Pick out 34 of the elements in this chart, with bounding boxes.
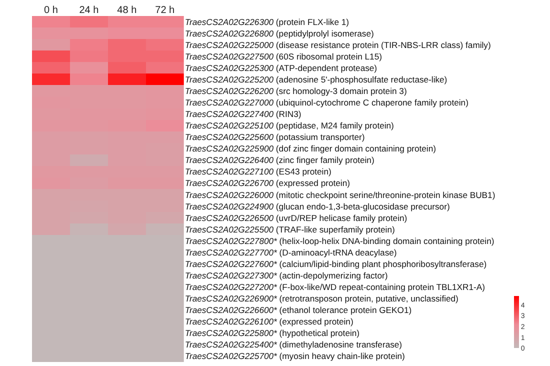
y-tick-label: TraesCS2A02G227200* (F-box-like/WD repeat-containing protein TBL1XR1-A) — [184, 282, 486, 292]
y-tick-label: TraesCS2A02G227400 (RIN3) — [184, 109, 302, 120]
y-tick-label: TraesCS2A02G226700 (expressed protein) — [184, 178, 350, 188]
x-tick-label: 24 h — [79, 5, 99, 16]
x-tick-label: 72 h — [155, 5, 175, 16]
y-tick-label: TraesCS2A02G225300 (ATP-dependent protease) — [184, 62, 378, 73]
y-tick-label: TraesCS2A02G225700* (myosin heavy chain-like protein) — [184, 351, 406, 362]
y-tick-label: TraesCS2A02G225500 (TRAF-like superfamily protein) — [184, 224, 395, 234]
y-tick-label: TraesCS2A02G227300* (actin-depolymerizing factor) — [184, 270, 388, 281]
y-tick-label: TraesCS2A02G226400 (zinc finger family protein) — [184, 155, 374, 166]
y-tick-label: TraesCS2A02G226600* (ethanol tolerance protein GEKO1) — [184, 305, 412, 316]
y-tick-label: TraesCS2A02G227800* (helix-loop-helix DNA-binding domain containing protein) — [184, 236, 494, 246]
y-tick-label: TraesCS2A02G225400* (dimethyladenosine transferase) — [184, 340, 402, 350]
x-tick-label: 48 h — [117, 5, 137, 16]
y-tick-label: TraesCS2A02G224900 (glucan endo-1,3-beta-glucosidase precursor) — [184, 201, 450, 212]
y-tick-label: TraesCS2A02G227000 (ubiquinol-cytochrome C chaperone family protein) — [184, 98, 469, 108]
y-tick-label: TraesCS2A02G226800 (peptidylprolyl isomerase) — [184, 28, 374, 38]
y-tick-label: TraesCS2A02G227600* (calcium/lipid-binding plant phosphoribosyltransferase) — [184, 258, 487, 269]
y-tick-label: TraesCS2A02G227500 (60S ribosomal protein L15) — [184, 51, 382, 62]
y-tick-label: TraesCS2A02G226500 (uvrD/REP helicase family protein) — [184, 212, 408, 223]
y-tick-label: TraesCS2A02G225600 (potassium transporter) — [184, 132, 365, 142]
y-tick-label: TraesCS2A02G226100* (expressed protein) — [184, 316, 354, 327]
y-tick-label: TraesCS2A02G225100 (peptidase, M24 family protein) — [184, 120, 394, 131]
y-tick-label: TraesCS2A02G225200 (adenosine 5'-phosphosulfate reductase-like) — [184, 74, 448, 84]
y-tick-label: TraesCS2A02G226900* (retrotransposon protein, putative, unclassified) — [184, 294, 459, 304]
y-tick-label: TraesCS2A02G225000 (disease resistance protein (TIR-NBS-LRR class) family) — [184, 40, 491, 50]
y-tick-label: TraesCS2A02G226200 (src homology-3 domain protein 3) — [184, 86, 407, 96]
y-tick-label: TraesCS2A02G227100 (ES43 protein) — [184, 166, 332, 177]
x-tick-label: 0 h — [44, 5, 58, 16]
y-tick-label: TraesCS2A02G226000 (mitotic checkpoint serine/threonine-protein kinase BUB1) — [184, 190, 496, 200]
y-tick-label: TraesCS2A02G225900 (dof zinc finger domain containing protein) — [184, 144, 436, 154]
y-tick-label: TraesCS2A02G227700* (D-aminoacyl-tRNA deacylase) — [184, 247, 397, 258]
y-tick-label: TraesCS2A02G225800* (hypothetical protein) — [184, 328, 360, 338]
y-tick-label: TraesCS2A02G226300 (protein FLX-like 1) — [184, 16, 350, 27]
